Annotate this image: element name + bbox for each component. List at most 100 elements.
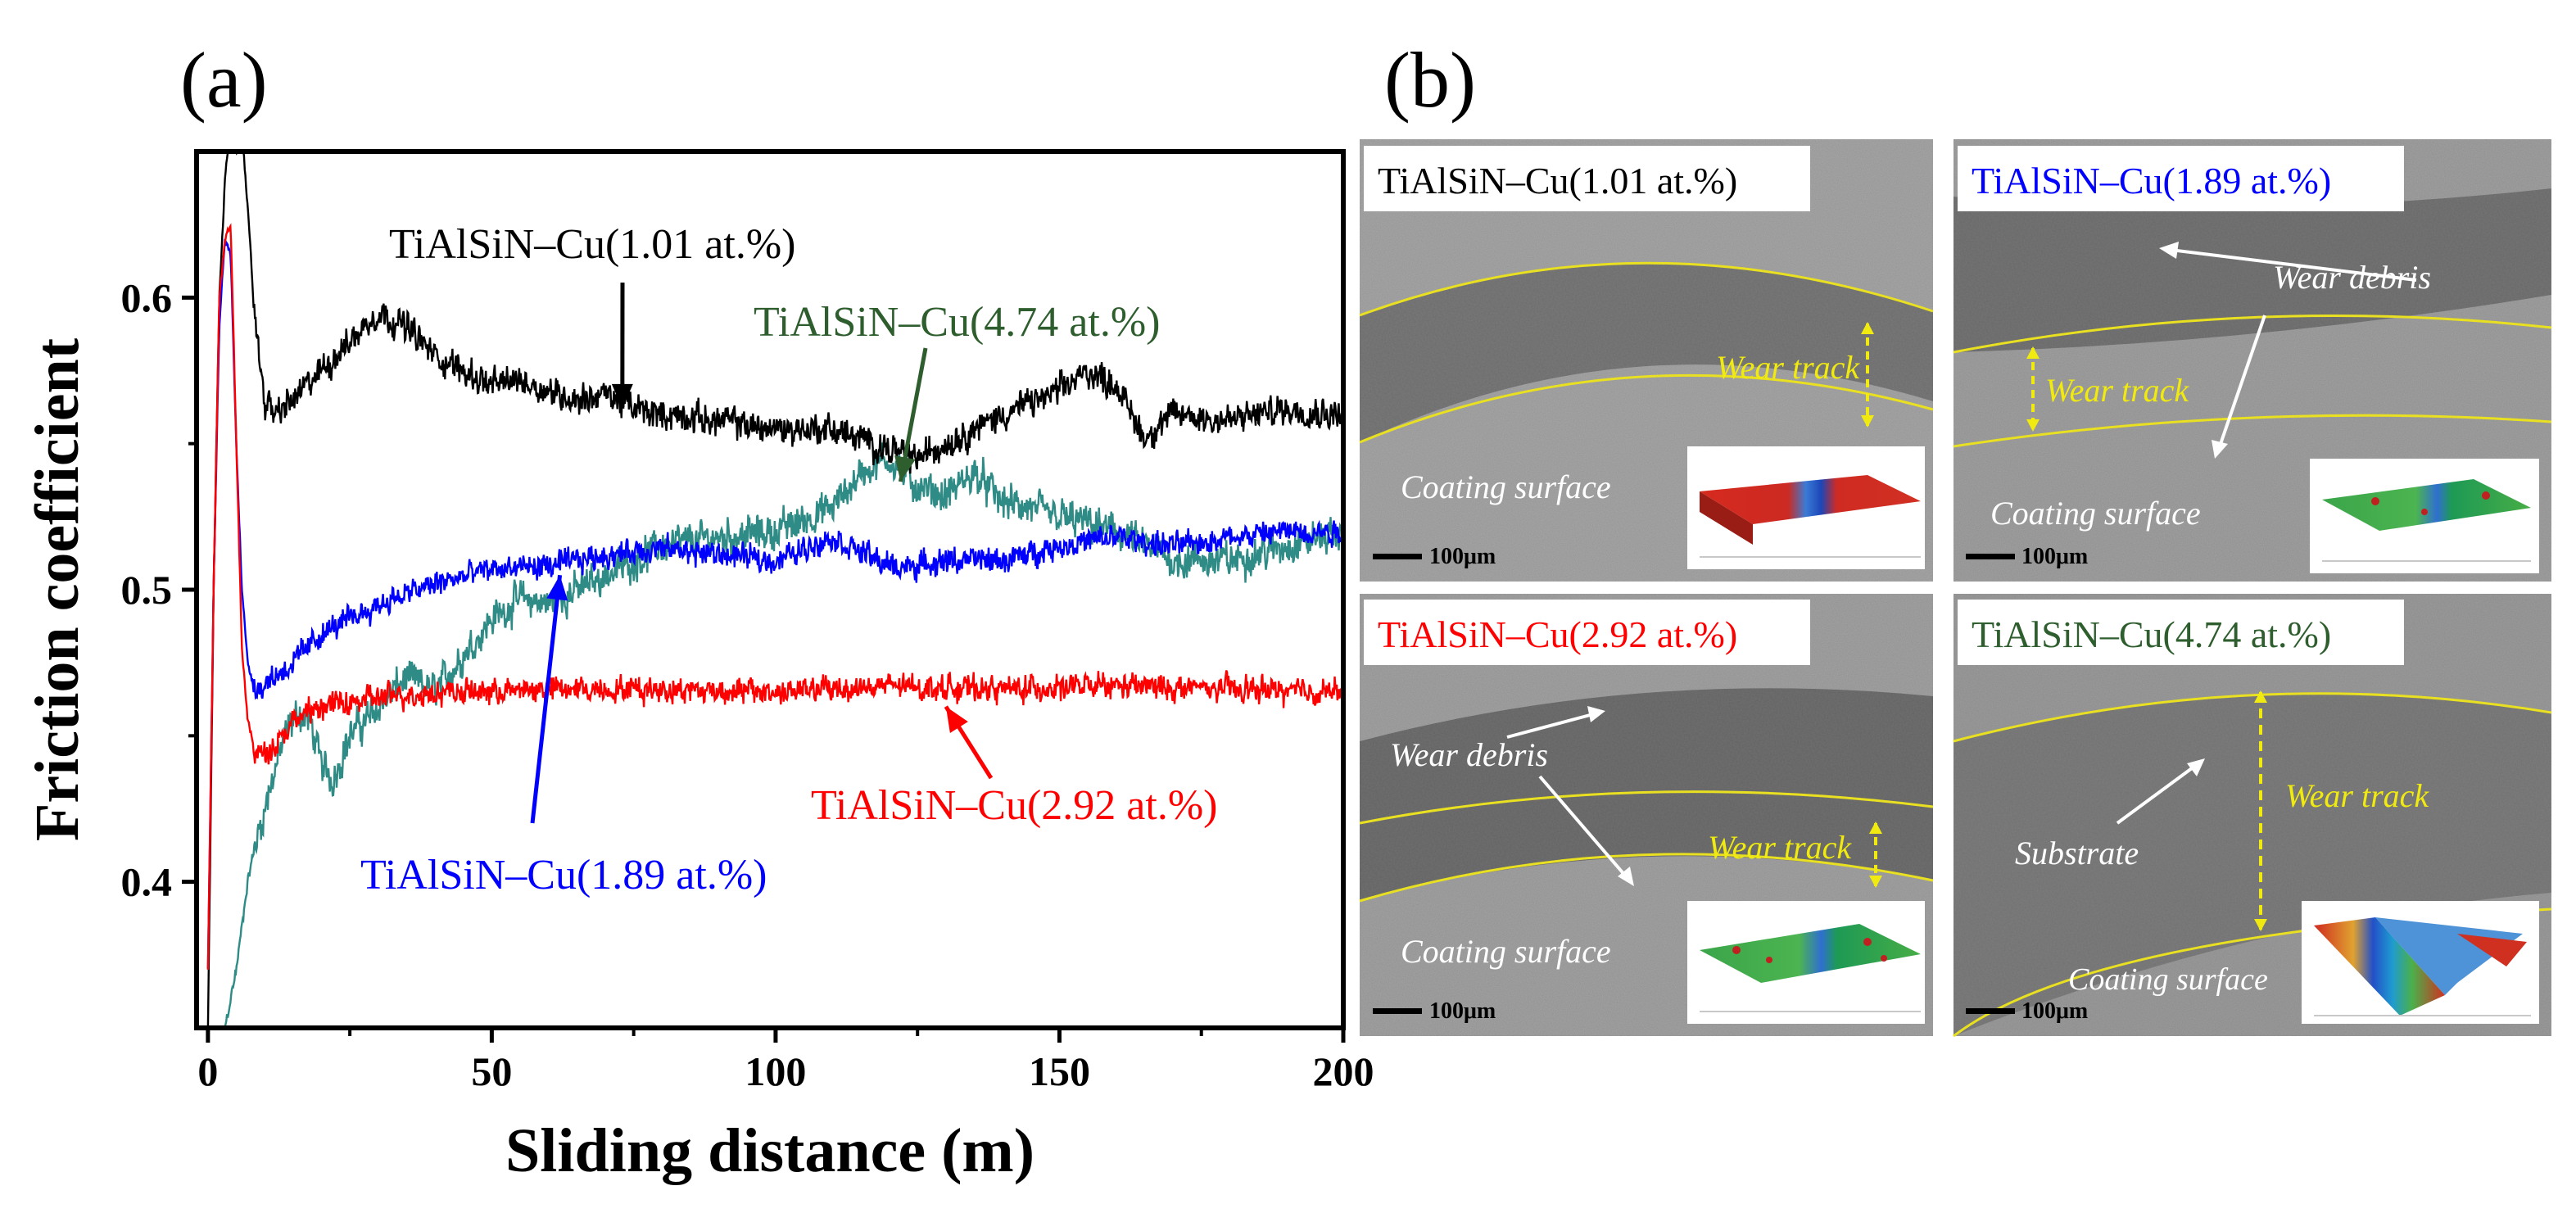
profile-inset-1-surface — [1700, 475, 1921, 524]
x-axis-label: Sliding distance (m) — [505, 1116, 1034, 1185]
debris-arrowhead-3b — [1618, 867, 1634, 886]
scale-label-4: 100μm — [2021, 998, 2088, 1024]
wear-track-note-1: Wear track — [1716, 349, 1860, 386]
substrate-note-4: Substrate — [2015, 835, 2139, 871]
sem-title-1: TiAlSiN–Cu(1.01 at.%) — [1378, 160, 1737, 201]
sem-title-box-1 — [1364, 146, 1810, 211]
profile-inset-2-surface — [2322, 479, 2531, 531]
debris-arrowhead-2b — [2212, 440, 2228, 459]
wear-debris-note-2: Wear debris — [2273, 259, 2431, 296]
track-edge-lower-1 — [1359, 373, 1934, 444]
profile-inset-3-spot — [1863, 938, 1872, 946]
annotation-label-2: TiAlSiN–Cu(4.74 at.%) — [754, 299, 1160, 346]
wear-debris-note-3: Wear debris — [1390, 736, 1548, 773]
annotation-layer: TiAlSiN–Cu(1.01 at.%) TiAlSiN–Cu(4.74 at.… — [360, 221, 1217, 898]
sem-title-box-3 — [1364, 600, 1810, 665]
panel-a-label: (a) — [180, 36, 268, 124]
sem-title-3: TiAlSiN–Cu(2.92 at.%) — [1378, 613, 1737, 655]
sem-tile-2: TiAlSiN–Cu(1.89 at.%) Wear debris Wear t… — [1953, 139, 2552, 582]
y-axis-label: Friction coefficient — [23, 338, 92, 841]
arrowhead-down-4 — [2254, 919, 2267, 931]
profile-inset-3-spot — [1766, 957, 1772, 963]
scale-bar-4 — [1966, 1008, 2015, 1014]
wear-track-note-2: Wear track — [2045, 372, 2189, 409]
track-edge-upper-1 — [1359, 261, 1934, 317]
coating-surface-note-3: Coating surface — [1401, 933, 1611, 970]
sem-tile-1: TiAlSiN–Cu(1.01 at.%) Wear track Coating… — [1359, 139, 1934, 582]
wear-track-note-4: Wear track — [2285, 777, 2429, 814]
arrowhead-down-2 — [2026, 419, 2040, 432]
plot-area: TiAlSiN–Cu(1.01 at.%) TiAlSiN–Cu(4.74 at.… — [121, 149, 1374, 1094]
scale-bar-3 — [1373, 1008, 1422, 1014]
wear-track-band-2 — [1954, 188, 2551, 352]
arrowhead-up-2 — [2026, 346, 2040, 359]
debris-arrow-2a — [2170, 248, 2417, 282]
track-edge-upper-2 — [1953, 314, 2552, 354]
wear-track-note-3: Wear track — [1708, 829, 1852, 866]
profile-inset-2-spot — [2371, 497, 2379, 505]
sem-title-2: TiAlSiN–Cu(1.89 at.%) — [1972, 160, 2331, 201]
sem-title-box-2 — [1958, 146, 2404, 211]
sem-title-box-4 — [1958, 600, 2404, 665]
substrate-arrow-4 — [2116, 764, 2197, 825]
y-tick-label: 0.4 — [121, 859, 173, 905]
scale-label-2: 100μm — [2021, 544, 2088, 569]
panel-b-label: (b) — [1384, 36, 1476, 124]
debris-arrow-3b — [1538, 775, 1628, 878]
track-edge-lower-2 — [1953, 414, 2552, 448]
debris-arrowhead-3a — [1587, 706, 1605, 722]
series-line-2 — [206, 238, 1344, 969]
annotation-label-3: TiAlSiN–Cu(1.89 at.%) — [360, 852, 767, 898]
debris-arrow-2b — [2218, 315, 2266, 447]
wear-track-band-1 — [1360, 263, 1933, 442]
scale-label-1: 100μm — [1429, 544, 1496, 569]
profile-inset-3-spot — [1881, 955, 1887, 962]
debris-arrowhead-2a — [2159, 242, 2179, 259]
y-tick-label: 0.5 — [121, 567, 173, 613]
series-line-1 — [206, 150, 1344, 1029]
scale-bar-1 — [1373, 554, 1422, 559]
series-layer — [206, 150, 1344, 1030]
profile-inset-4-slope — [2375, 917, 2523, 995]
annotation-label-1: TiAlSiN–Cu(1.01 at.%) — [389, 221, 795, 268]
annotation-arrowhead-3 — [546, 575, 568, 601]
scale-label-3: 100μm — [1429, 998, 1496, 1024]
sem-tile-3: TiAlSiN–Cu(2.92 at.%) Wear debris Wear t… — [1359, 594, 1934, 1036]
sem-tile-4: TiAlSiN–Cu(4.74 at.%) Wear track Substra… — [1953, 594, 2552, 1038]
profile-inset-4-groove — [2314, 917, 2445, 1016]
x-tick-label: 50 — [471, 1048, 512, 1094]
x-tick-label: 100 — [745, 1048, 806, 1094]
sem-title-4: TiAlSiN–Cu(4.74 at.%) — [1972, 613, 2331, 655]
profile-inset-4-rim — [2457, 934, 2527, 966]
y-tick-label: 0.6 — [121, 274, 173, 320]
arrowhead-up-3 — [1869, 821, 1882, 834]
x-tick-label: 200 — [1313, 1048, 1374, 1094]
tick-layer: 0 50 100 150 200 0.4 0.5 0.6 — [121, 274, 1374, 1094]
annotation-arrowhead-4 — [945, 706, 968, 733]
arrowhead-up-1 — [1861, 322, 1874, 334]
arrowhead-down-1 — [1861, 415, 1874, 428]
profile-inset-1-side — [1700, 491, 1753, 545]
profile-inset-2-spot — [2421, 509, 2428, 515]
track-edge-upper-4 — [1953, 692, 2552, 743]
coating-surface-note-2: Coating surface — [1990, 495, 2201, 532]
track-edge-lower-3 — [1359, 853, 1934, 903]
annotation-label-4: TiAlSiN–Cu(2.92 at.%) — [811, 782, 1217, 829]
annotation-arrowhead-2 — [894, 455, 916, 482]
coating-surface-note-4: Coating surface — [2068, 962, 2268, 997]
x-tick-label: 0 — [197, 1048, 218, 1094]
annotation-arrowhead-1 — [611, 383, 633, 409]
wear-track-band-4 — [1954, 693, 2551, 1036]
profile-inset-3-spot — [1732, 946, 1741, 954]
plot-background — [197, 152, 1343, 1028]
wear-track-band-3 — [1360, 688, 1933, 901]
scale-bar-2 — [1966, 554, 2015, 559]
profile-inset-2-spot — [2482, 491, 2490, 500]
arrowhead-down-3 — [1869, 876, 1882, 888]
annotation-arrow-3 — [530, 574, 563, 824]
x-tick-label: 150 — [1029, 1048, 1090, 1094]
substrate-arrowhead-4 — [2187, 758, 2205, 776]
debris-arrow-3a — [1506, 713, 1594, 739]
series-line-3 — [206, 223, 1344, 970]
